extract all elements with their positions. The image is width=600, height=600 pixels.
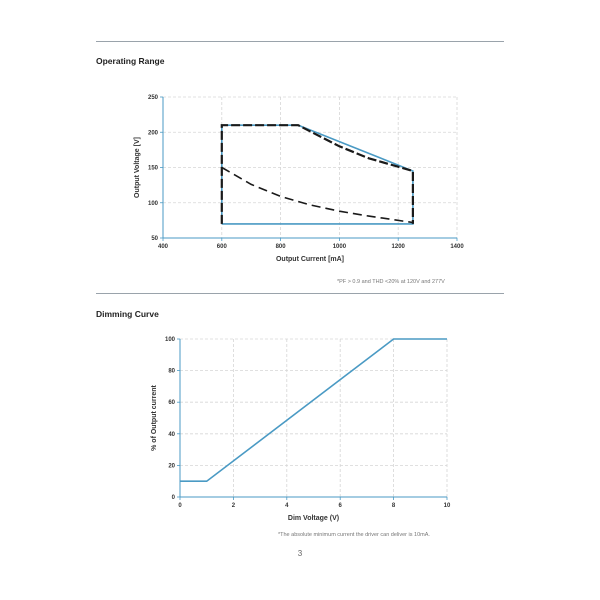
x-tick-label: 8 bbox=[392, 503, 396, 509]
y-tick-label: 60 bbox=[168, 400, 175, 406]
y-axis-label: Output Voltage [V] bbox=[134, 137, 141, 198]
x-tick-label: 1200 bbox=[392, 244, 406, 250]
x-tick-label: 10 bbox=[444, 503, 451, 509]
dimming-curve-footnote: *The absolute minimum current the driver… bbox=[278, 532, 430, 538]
x-tick-label: 0 bbox=[178, 503, 182, 509]
y-axis-label: % of Output current bbox=[151, 384, 158, 450]
x-tick-label: 600 bbox=[217, 244, 228, 250]
x-axis-label: Output Current [mA] bbox=[276, 256, 344, 263]
y-tick-label: 80 bbox=[168, 369, 175, 375]
y-tick-label: 150 bbox=[148, 166, 159, 172]
y-tick-label: 100 bbox=[165, 337, 176, 343]
x-tick-label: 1000 bbox=[333, 244, 347, 250]
range-boundary-line bbox=[221, 124, 414, 225]
y-tick-label: 200 bbox=[148, 130, 159, 136]
dimming-curve-line bbox=[180, 338, 447, 483]
y-tick-label: 50 bbox=[151, 236, 158, 242]
y-tick-label: 20 bbox=[168, 463, 175, 469]
y-tick-label: 40 bbox=[168, 432, 175, 438]
middle-divider bbox=[96, 293, 504, 294]
dashed-boundary-line bbox=[220, 124, 414, 224]
dimming-curve-title: Dimming Curve bbox=[96, 309, 159, 319]
x-tick-label: 1400 bbox=[450, 244, 464, 250]
x-axis-label: Dim Voltage (V) bbox=[288, 515, 339, 522]
x-tick-label: 6 bbox=[339, 503, 343, 509]
x-tick-label: 2 bbox=[232, 503, 236, 509]
y-tick-label: 100 bbox=[148, 201, 159, 207]
operating-range-title: Operating Range bbox=[96, 56, 165, 66]
x-tick-label: 800 bbox=[276, 244, 287, 250]
operating-range-footnote: *PF > 0.9 and THD <20% at 120V and 277V bbox=[337, 279, 445, 285]
y-tick-label: 0 bbox=[172, 495, 176, 501]
top-divider bbox=[96, 41, 504, 42]
x-tick-label: 400 bbox=[158, 244, 169, 250]
y-tick-label: 250 bbox=[148, 95, 159, 101]
dashed-limit-curve bbox=[221, 166, 414, 224]
x-tick-label: 4 bbox=[285, 503, 289, 509]
page-number: 3 bbox=[297, 549, 303, 558]
